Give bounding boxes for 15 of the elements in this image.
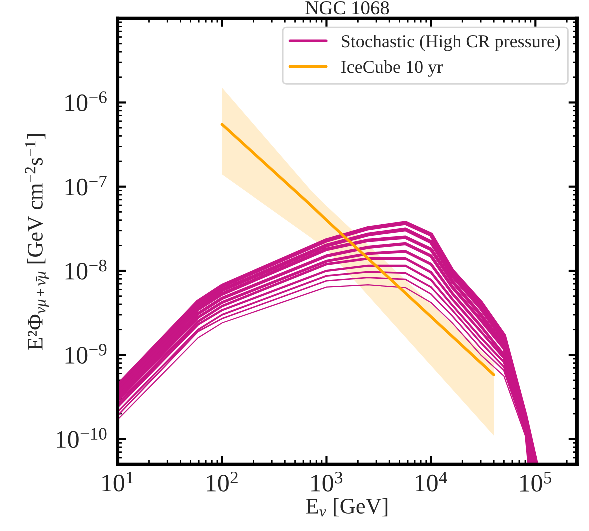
x-axis-title: E$_{ν}$ [GeV] — [306, 498, 388, 517]
y-tick-label: 10$^{−10}$ — [57, 428, 107, 448]
y-tick-label: 10$^{−9}$ — [66, 344, 107, 364]
chart-title: NGC 1068 — [306, 1, 390, 15]
x-tick-label: 10$^{3}$ — [312, 472, 343, 492]
legend-label: Stochastic (High CR pressure) — [342, 34, 560, 52]
x-tick-label: 10$^{2}$ — [207, 472, 238, 492]
y-tick-label: 10$^{−8}$ — [66, 260, 107, 280]
x-tick-label: 10$^{1}$ — [102, 472, 134, 492]
y-axis-title: E²Φ$_{νμ+ν̄μ}$ [GeV cm$^{−2}$s$^{−1}$] — [25, 134, 50, 350]
legend-label: IceCube 10 yr — [341, 60, 443, 77]
x-tick-label: 10$^{5}$ — [520, 472, 552, 492]
y-tick-label: 10$^{−6}$ — [66, 92, 107, 112]
y-tick-label: 10$^{−7}$ — [66, 176, 107, 196]
x-tick-label: 10$^{4}$ — [416, 472, 448, 492]
